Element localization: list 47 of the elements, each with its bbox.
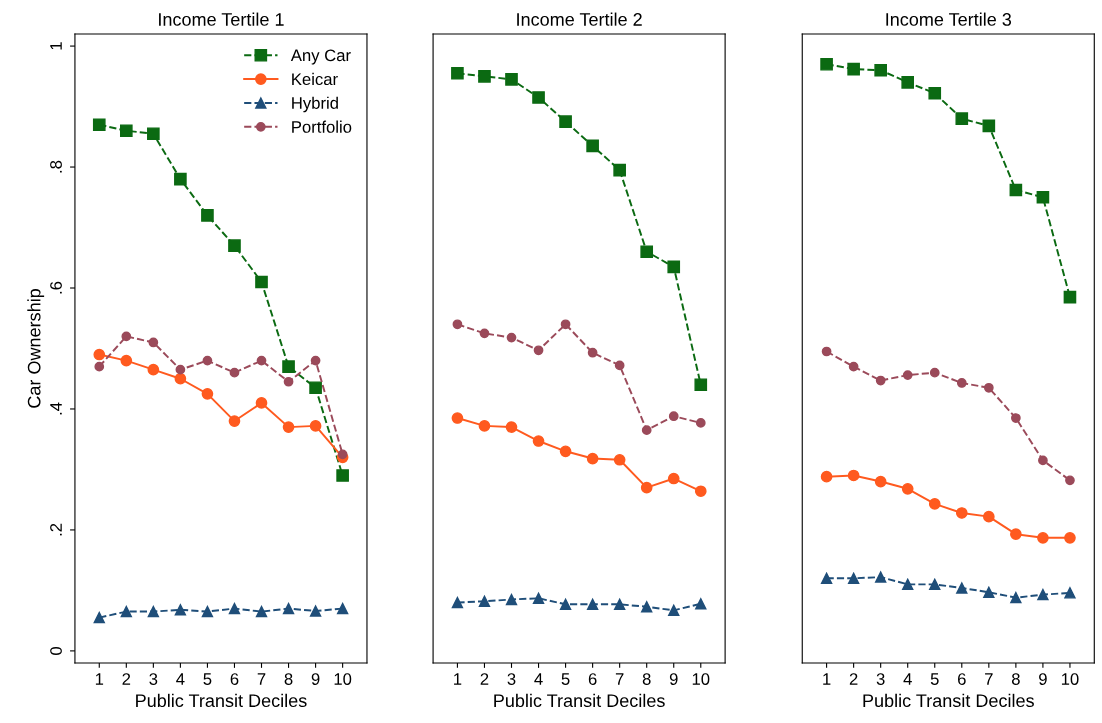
x-tick-label: 8 xyxy=(1011,673,1020,685)
legend-label: Hybrid xyxy=(292,96,338,113)
y-tick-label: 1 xyxy=(50,42,62,50)
x-tick-label: 9 xyxy=(311,673,320,685)
chart-title: Income Tertile 1 xyxy=(159,12,284,26)
x-tick-label: 5 xyxy=(930,673,939,685)
y-tick-label: 0 xyxy=(50,646,62,655)
x-axis-title: Public Transit Deciles xyxy=(494,693,665,708)
x-tick-label: 9 xyxy=(1039,673,1047,685)
x-axis-title: Public Transit Deciles xyxy=(863,693,1034,708)
x-tick-label: 4 xyxy=(903,673,912,685)
x-tick-label: 1 xyxy=(454,673,462,685)
x-tick-label: 7 xyxy=(615,673,624,685)
x-tick-label: 10 xyxy=(1061,673,1079,685)
legend-label: Keicar xyxy=(292,72,338,86)
x-tick-label: 6 xyxy=(230,673,239,685)
x-tick-label: 4 xyxy=(176,673,185,685)
y-tick-label: .6 xyxy=(50,281,62,294)
x-tick-label: 9 xyxy=(669,673,678,685)
x-tick-label: 8 xyxy=(642,673,651,685)
x-tick-label: 2 xyxy=(849,673,858,685)
x-tick-label: 3 xyxy=(149,673,158,685)
x-tick-label: 10 xyxy=(692,673,710,685)
x-tick-label: 10 xyxy=(334,673,352,685)
x-tick-label: 5 xyxy=(561,673,570,685)
y-tick-label: .2 xyxy=(50,523,62,536)
x-tick-label: 8 xyxy=(284,673,293,685)
x-tick-label: 1 xyxy=(823,673,831,685)
y-axis-title: Car Ownership xyxy=(27,289,45,408)
x-tick-label: 2 xyxy=(122,673,131,685)
y-tick-label: .8 xyxy=(50,160,62,173)
legend-label: Portfolio xyxy=(292,120,352,133)
chart-title: Income Tertile 3 xyxy=(886,12,1012,26)
x-tick-label: 3 xyxy=(876,673,885,685)
chart-title: Income Tertile 2 xyxy=(517,12,642,26)
legend-label: Any Car xyxy=(290,49,351,65)
x-tick-label: 2 xyxy=(480,673,489,685)
x-tick-label: 3 xyxy=(507,673,516,685)
x-axis-title: Public Transit Deciles xyxy=(136,693,307,708)
y-tick-label: .4 xyxy=(50,402,62,415)
x-tick-label: 4 xyxy=(534,673,543,685)
x-tick-label: 1 xyxy=(95,673,104,685)
x-tick-label: 6 xyxy=(958,673,966,685)
x-tick-label: 7 xyxy=(985,673,993,685)
x-tick-label: 5 xyxy=(203,673,212,685)
x-tick-label: 6 xyxy=(588,673,597,685)
x-tick-label: 7 xyxy=(257,673,266,685)
